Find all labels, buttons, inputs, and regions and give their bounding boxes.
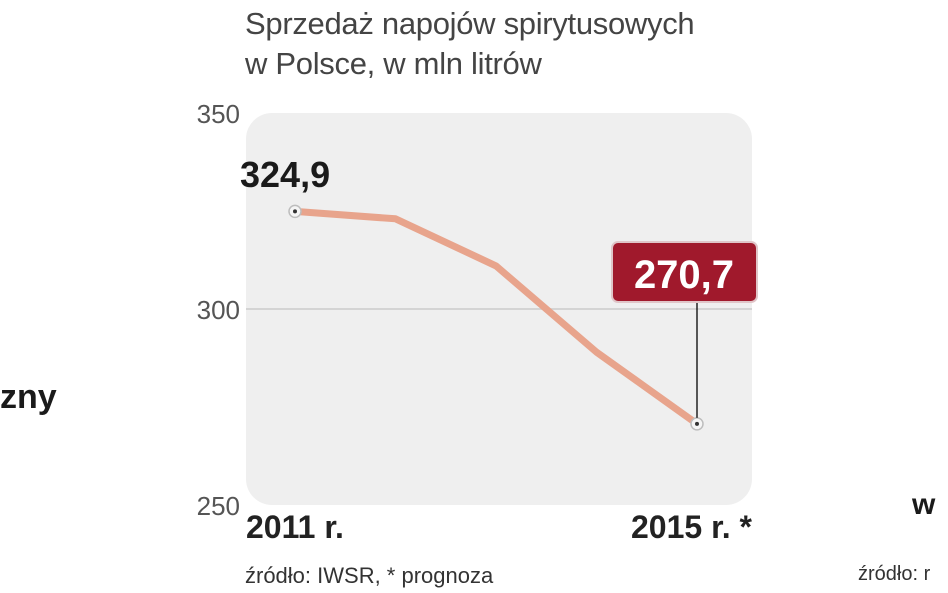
data-point-dot <box>293 209 297 214</box>
source-note: źródło: IWSR, * prognoza <box>245 563 494 588</box>
chart-title-line-1: Sprzedaż napojów spirytusowych <box>245 6 695 41</box>
plot-area: 250 300 350 2011 r. 2015 r. * 324,9 270,7 <box>197 99 758 545</box>
chart-title-line-2: w Polsce, w mln litrów <box>245 46 542 81</box>
y-tick-label: 250 <box>197 491 240 521</box>
series-line <box>291 207 701 428</box>
data-label: 270,7 <box>634 253 734 297</box>
y-tick-label: 300 <box>197 295 240 325</box>
data-point-dot <box>695 421 699 426</box>
cropped-right-source: źródło: r <box>858 563 931 585</box>
data-label: 324,9 <box>240 154 330 195</box>
callout-box <box>611 241 758 303</box>
y-tick-label: 350 <box>197 99 240 129</box>
chart-title: Sprzedaż napojów spirytusowych w Polsce,… <box>245 4 805 84</box>
x-tick-label: 2011 r. <box>246 509 344 545</box>
x-tick-label: 2015 r. * <box>631 509 753 545</box>
cropped-left-text: zny <box>0 378 57 416</box>
cropped-right-letter: w <box>912 488 936 521</box>
